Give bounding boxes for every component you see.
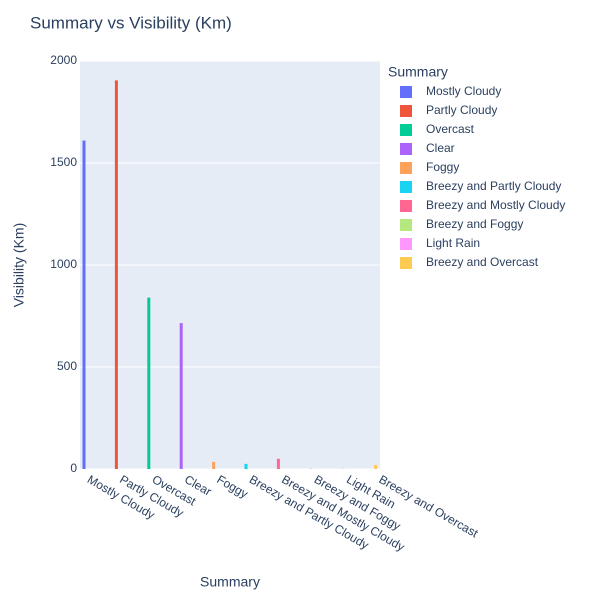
legend-label[interactable]: Mostly Cloudy <box>426 84 501 98</box>
legend-swatch[interactable] <box>400 200 412 212</box>
legend-label[interactable]: Overcast <box>426 122 475 136</box>
bar <box>82 140 86 469</box>
legend-swatch[interactable] <box>400 219 412 231</box>
bar <box>244 463 248 469</box>
legend-swatch[interactable] <box>400 143 412 155</box>
bar <box>179 323 183 469</box>
legend-swatch[interactable] <box>400 238 412 250</box>
bar <box>212 461 216 469</box>
bar <box>114 80 118 469</box>
legend-label[interactable]: Light Rain <box>426 236 480 250</box>
legend-label[interactable]: Foggy <box>426 160 459 174</box>
y-tick-label: 1500 <box>50 155 77 169</box>
y-tick-label: 0 <box>70 461 77 475</box>
chart-title: Summary vs Visibility (Km) <box>30 13 232 32</box>
legend-label[interactable]: Clear <box>426 141 455 155</box>
y-axis-title: Visibility (Km) <box>11 223 27 308</box>
legend-swatch[interactable] <box>400 124 412 136</box>
bar <box>147 297 151 469</box>
legend-label[interactable]: Breezy and Foggy <box>426 217 523 231</box>
legend-swatch[interactable] <box>400 257 412 269</box>
bar <box>374 464 378 469</box>
legend-swatch[interactable] <box>400 162 412 174</box>
legend-swatch[interactable] <box>400 86 412 98</box>
y-tick-label: 500 <box>57 359 77 373</box>
legend-label[interactable]: Partly Cloudy <box>426 103 497 117</box>
legend-label[interactable]: Breezy and Partly Cloudy <box>426 179 561 193</box>
y-tick-label: 2000 <box>50 53 77 67</box>
x-tick-label: Foggy <box>215 472 251 501</box>
x-axis-title: Summary <box>200 574 260 590</box>
bar <box>276 458 280 469</box>
y-tick-label: 1000 <box>50 257 77 271</box>
legend-title: Summary <box>388 64 448 80</box>
legend-swatch[interactable] <box>400 181 412 193</box>
legend-swatch[interactable] <box>400 105 412 117</box>
legend-label[interactable]: Breezy and Mostly Cloudy <box>426 198 565 212</box>
legend-label[interactable]: Breezy and Overcast <box>426 255 539 269</box>
